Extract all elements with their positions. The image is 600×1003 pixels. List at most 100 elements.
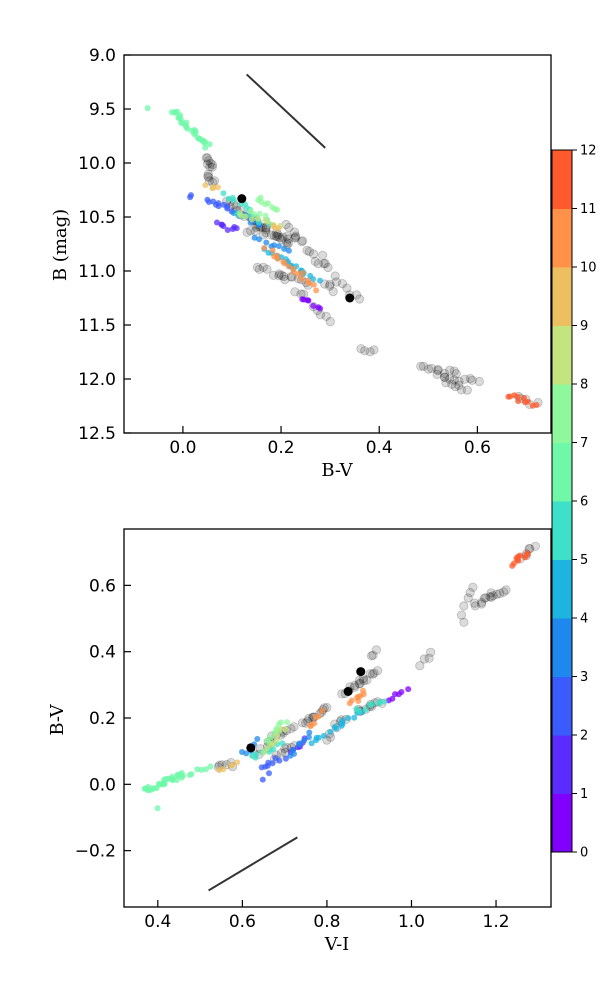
cc-xtick-label: 1.0 xyxy=(398,912,425,932)
cc-point xyxy=(465,587,475,598)
cmd-point xyxy=(331,277,341,287)
cmd-point xyxy=(215,203,222,210)
cmd-point xyxy=(356,344,366,354)
cmd-point xyxy=(433,364,443,375)
cmd-point xyxy=(330,271,340,281)
cmd-point xyxy=(323,262,333,273)
cmd-point xyxy=(271,231,281,241)
cmd-point xyxy=(418,361,429,371)
cmd-point xyxy=(440,372,450,382)
cc-point xyxy=(289,747,296,753)
colorbar-segment xyxy=(552,735,572,794)
cmd-point xyxy=(285,263,292,270)
cc-point xyxy=(154,805,161,812)
cc-point xyxy=(349,680,360,691)
cmd-point xyxy=(325,316,335,327)
cmd-ytick-label: 10.0 xyxy=(78,154,116,174)
cmd-point xyxy=(201,153,211,163)
cmd-point xyxy=(290,287,300,297)
cc-point xyxy=(369,701,376,708)
cc-point xyxy=(228,762,235,769)
cmd-point xyxy=(297,237,307,247)
cmd-point xyxy=(242,227,252,237)
cmd-series-10-11 xyxy=(261,245,320,294)
colorbar-tick-label: 8 xyxy=(580,378,588,393)
cmd-point xyxy=(449,375,459,385)
cc-point xyxy=(501,585,511,595)
cmd-series-11-12 xyxy=(505,392,540,409)
cmd-xtick-label: 0.0 xyxy=(169,438,196,458)
cmd-point xyxy=(282,231,292,241)
cc-point xyxy=(261,749,268,756)
color-color-panel: 0.4 0.6 0.8 1.0 1.2 −0.2 0.0 0.2 0.4 0.6 xyxy=(75,528,552,932)
cmd-point xyxy=(266,230,277,240)
cmd-point xyxy=(304,247,314,257)
cmd-point xyxy=(258,262,268,272)
colorbar-tick-label: 5 xyxy=(580,553,588,568)
cmd-point xyxy=(432,369,442,379)
cc-point xyxy=(398,689,405,695)
cc-point xyxy=(350,682,360,692)
cmd-point xyxy=(450,381,460,392)
cc-ytick-label: 0.6 xyxy=(89,576,116,596)
colorbar-segment xyxy=(552,150,572,209)
cmd-point xyxy=(515,398,522,405)
cmd-point xyxy=(207,162,217,172)
cmd-ytick-label: 10.5 xyxy=(78,208,116,228)
cmd-point xyxy=(210,176,220,186)
cc-point xyxy=(359,676,369,686)
cmd-point xyxy=(207,160,217,170)
cmd-point xyxy=(261,225,271,235)
cmd-series-9-10 xyxy=(202,182,282,232)
cmd-point xyxy=(206,158,216,168)
cmd-point xyxy=(264,218,271,225)
cmd-xtick-label: 0.6 xyxy=(464,438,491,458)
cc-xtick-label: 0.4 xyxy=(144,912,171,932)
cmd-point xyxy=(354,294,365,304)
cmd-point xyxy=(320,258,330,269)
cmd-point xyxy=(514,393,521,400)
cc-point xyxy=(456,610,467,620)
cmd-point xyxy=(465,373,475,384)
cmd-point xyxy=(202,144,209,151)
cc-point xyxy=(333,725,340,732)
cc-ytick-label: 0.2 xyxy=(89,709,116,729)
cmd-point xyxy=(204,156,214,166)
cmd-point xyxy=(449,366,459,376)
cmd-point xyxy=(224,205,231,212)
cmd-ytick-label: 12.0 xyxy=(78,370,116,390)
cc-point xyxy=(282,726,289,733)
cmd-point xyxy=(252,262,262,272)
cc-point xyxy=(267,734,274,741)
cmd-point xyxy=(262,212,269,219)
cmd-ytick-label: 9.0 xyxy=(89,46,116,66)
cmd-ylabel: B (mag) xyxy=(50,209,71,281)
cmd-point xyxy=(439,372,450,382)
cmd-point xyxy=(284,222,294,233)
cmd-series-7-8 xyxy=(236,194,281,219)
cmd-ytick-label: 11.5 xyxy=(78,316,116,336)
cmd-point xyxy=(305,297,312,304)
cc-point xyxy=(301,737,308,744)
cmd-point xyxy=(188,192,194,199)
cc-point xyxy=(273,737,280,744)
cmd-point xyxy=(289,227,300,237)
cc-point xyxy=(315,734,322,741)
cmd-point xyxy=(251,226,261,236)
cc-point xyxy=(311,720,318,727)
cc-point xyxy=(279,740,286,747)
cc-point xyxy=(492,589,502,599)
colorbar-segment xyxy=(552,501,572,560)
cmd-point xyxy=(291,232,301,242)
cc-series-10-11 xyxy=(307,687,367,730)
colorbar-tick-label: 6 xyxy=(580,495,588,510)
cmd-point xyxy=(233,225,240,232)
cc-point xyxy=(297,718,308,728)
cmd-panel: 0.0 0.2 0.4 0.6 9.0 9.5 10.0 10.5 11.0 11.5 12.0 12… xyxy=(78,46,552,458)
cmd-point xyxy=(202,153,212,163)
cc-point xyxy=(356,708,363,715)
cmd-point xyxy=(298,275,305,282)
cc-point xyxy=(282,755,289,762)
cc-reddening-vector xyxy=(208,836,298,892)
